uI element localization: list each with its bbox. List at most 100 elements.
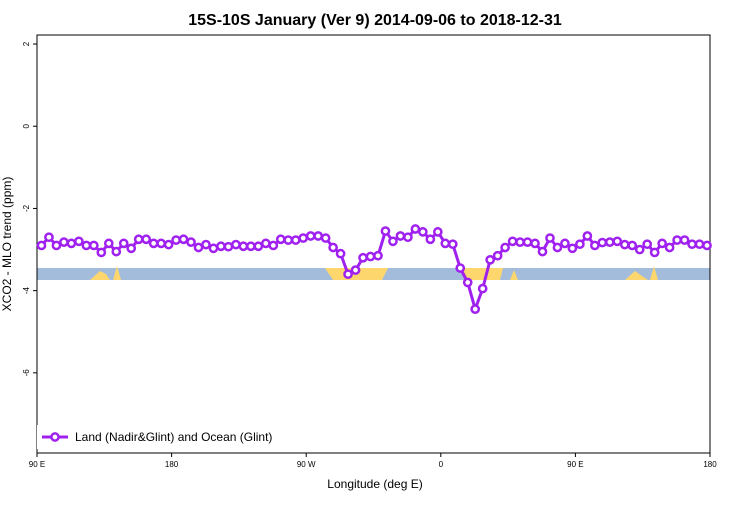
data-point xyxy=(186,237,196,248)
x-tick-label: 180 xyxy=(703,460,717,469)
data-point xyxy=(492,250,503,261)
data-point xyxy=(425,234,436,245)
data-point xyxy=(664,242,675,253)
data-point xyxy=(305,231,316,241)
y-axis-label: XCO2 - MLO trend (ppm) xyxy=(0,177,14,312)
data-point xyxy=(657,238,667,249)
data-point xyxy=(455,263,466,273)
data-point xyxy=(604,237,615,248)
data-point xyxy=(148,238,159,249)
data-point xyxy=(627,240,638,251)
legend-box xyxy=(37,425,287,449)
data-point xyxy=(515,237,525,248)
data-point xyxy=(313,231,324,241)
data-point xyxy=(365,251,376,262)
land-patch xyxy=(510,270,518,280)
data-point xyxy=(619,239,630,250)
data-point xyxy=(702,240,712,251)
data-point xyxy=(111,246,122,257)
data-point xyxy=(477,283,488,294)
data-point xyxy=(694,239,705,250)
data-point xyxy=(163,239,174,250)
data-point xyxy=(335,248,346,259)
data-point xyxy=(500,242,510,253)
data-point xyxy=(380,226,391,236)
y-tick-label: -4 xyxy=(22,287,31,295)
data-point xyxy=(358,252,368,263)
x-tick-label: 90 E xyxy=(29,460,45,469)
surface-band xyxy=(37,266,710,280)
data-point xyxy=(36,240,47,251)
legend-label: Land (Nadir&Glint) and Ocean (Glint) xyxy=(75,430,272,444)
data-point xyxy=(59,237,69,248)
data-point xyxy=(201,239,211,250)
data-point xyxy=(223,241,234,252)
data-point xyxy=(343,269,353,280)
data-point xyxy=(126,243,137,254)
y-tick-label: -6 xyxy=(22,369,31,377)
data-point xyxy=(522,237,533,248)
data-point xyxy=(275,234,286,245)
data-point xyxy=(530,238,540,249)
data-point xyxy=(260,238,271,249)
data-point xyxy=(51,240,62,251)
data-point xyxy=(612,236,623,247)
data-point xyxy=(507,236,518,247)
data-point xyxy=(560,238,570,249)
land-patch xyxy=(650,266,658,280)
data-point xyxy=(687,239,697,250)
data-point xyxy=(589,240,600,251)
data-point xyxy=(246,241,256,252)
legend-marker xyxy=(50,432,60,442)
data-point xyxy=(298,233,309,243)
y-tick-label: 2 xyxy=(22,41,31,46)
data-point xyxy=(118,238,129,249)
data-point xyxy=(216,241,226,252)
land-patch xyxy=(113,266,121,280)
data-point xyxy=(81,240,92,251)
data-point xyxy=(328,242,338,253)
data-point xyxy=(403,232,413,243)
data-point xyxy=(545,233,555,243)
data-point xyxy=(231,239,241,250)
data-point xyxy=(679,235,690,245)
data-point xyxy=(171,235,181,245)
data-point xyxy=(253,241,264,252)
data-point xyxy=(238,241,249,252)
data-point xyxy=(141,234,152,245)
data-point xyxy=(208,243,219,254)
data-point xyxy=(44,232,54,243)
data-point xyxy=(373,250,383,261)
data-point xyxy=(320,233,331,243)
chart-title: 15S-10S January (Ver 9) 2014-09-06 to 20… xyxy=(188,12,562,29)
x-tick-label: 0 xyxy=(439,460,444,469)
data-point xyxy=(552,242,563,253)
data-point xyxy=(133,234,144,245)
y-tick-label: -2 xyxy=(22,204,31,212)
land-patch xyxy=(462,268,503,280)
data-point xyxy=(418,227,428,237)
data-point xyxy=(485,254,496,265)
data-point xyxy=(395,231,406,241)
data-point xyxy=(178,234,189,245)
data-point xyxy=(388,236,398,247)
data-point xyxy=(634,244,645,255)
data-point xyxy=(432,227,443,237)
data-point xyxy=(575,239,585,250)
data-point xyxy=(440,238,451,249)
data-point xyxy=(96,247,107,258)
x-tick-label: 180 xyxy=(165,460,179,469)
data-point xyxy=(193,242,204,253)
data-point xyxy=(156,238,166,249)
data-point xyxy=(642,239,653,250)
data-point xyxy=(88,240,99,251)
data-point xyxy=(537,246,548,257)
data-point xyxy=(470,304,481,314)
data-point xyxy=(447,239,458,250)
land-patch xyxy=(625,271,648,280)
data-point xyxy=(350,265,361,275)
y-tick-label: 0 xyxy=(22,123,31,128)
data-point xyxy=(672,235,682,245)
data-point xyxy=(582,231,593,241)
